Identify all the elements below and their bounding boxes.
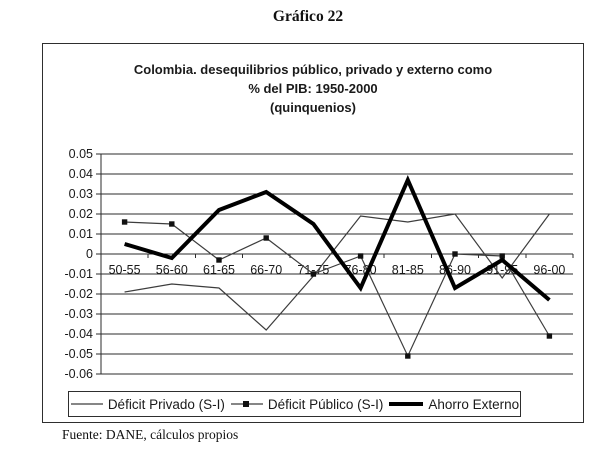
- series-marker: [452, 251, 458, 257]
- legend-item-ahorro-externo: Ahorro Externo: [388, 397, 519, 412]
- series-marker: [499, 253, 505, 259]
- y-tick-label: -0.05: [65, 347, 94, 361]
- page-title: Gráfico 22: [272, 8, 344, 25]
- x-tick-label: 61-65: [203, 263, 235, 277]
- x-tick-label: 50-55: [109, 263, 141, 277]
- y-tick-label: -0.04: [65, 327, 94, 341]
- legend-item-deficit-privado: Déficit Privado (S-I): [70, 397, 225, 412]
- y-tick-label: 0.02: [69, 207, 93, 221]
- x-tick-label: 56-60: [156, 263, 188, 277]
- square-marker-line-sample-icon: [230, 401, 263, 407]
- thin-line-sample-icon: [70, 403, 103, 405]
- legend-label: Déficit Privado (S-I): [107, 396, 225, 412]
- series-marker: [216, 257, 222, 263]
- series-marker: [310, 271, 317, 277]
- series-marker: [546, 333, 553, 339]
- legend-item-deficit-publico: Déficit Público (S-I): [230, 396, 384, 412]
- y-tick-label: 0: [86, 247, 93, 261]
- y-tick-label: -0.02: [65, 287, 94, 301]
- legend-label: Déficit Público (S-I): [267, 396, 384, 412]
- chart-title: Colombia. desequilibrios público, privad…: [43, 60, 583, 117]
- legend: Déficit Privado (S-I) Déficit Público (S…: [68, 391, 521, 417]
- thick-line-sample-icon: [389, 402, 424, 406]
- series-marker: [169, 221, 175, 227]
- y-tick-label: 0.05: [69, 147, 93, 161]
- chart-frame: Colombia. desequilibrios público, privad…: [42, 43, 584, 423]
- x-tick-label: 96-00: [533, 263, 565, 277]
- y-tick-label: -0.01: [65, 267, 94, 281]
- y-tick-label: 0.03: [69, 187, 93, 201]
- y-tick-label: -0.06: [65, 367, 94, 381]
- series-marker: [405, 353, 411, 359]
- series-line: [124, 213, 550, 331]
- y-tick-label: 0.01: [69, 227, 93, 241]
- x-tick-label: 66-70: [250, 263, 282, 277]
- series-marker: [263, 235, 269, 241]
- series-marker: [121, 219, 128, 225]
- chart-title-line-1: Colombia. desequilibrios público, privad…: [133, 62, 493, 77]
- series-marker: [357, 253, 364, 259]
- source-note: Fuente: DANE, cálculos propios: [62, 427, 239, 442]
- chart-title-line-2: % del PIB: 1950-2000: [248, 81, 378, 96]
- legend-label: Ahorro Externo: [428, 396, 520, 412]
- chart-title-line-3: (quinquenios): [270, 100, 356, 115]
- series-line: [124, 221, 550, 358]
- plot-svg: 0.05 0.04 0.03 0.02 0.01 0 -0.01 -0.02 -0.03 -0.0…: [65, 147, 574, 381]
- x-tick-label: 81-85: [392, 263, 424, 277]
- y-tick-label: -0.03: [65, 307, 94, 321]
- series-line: [124, 175, 551, 302]
- y-tick-label: 0.04: [69, 167, 93, 181]
